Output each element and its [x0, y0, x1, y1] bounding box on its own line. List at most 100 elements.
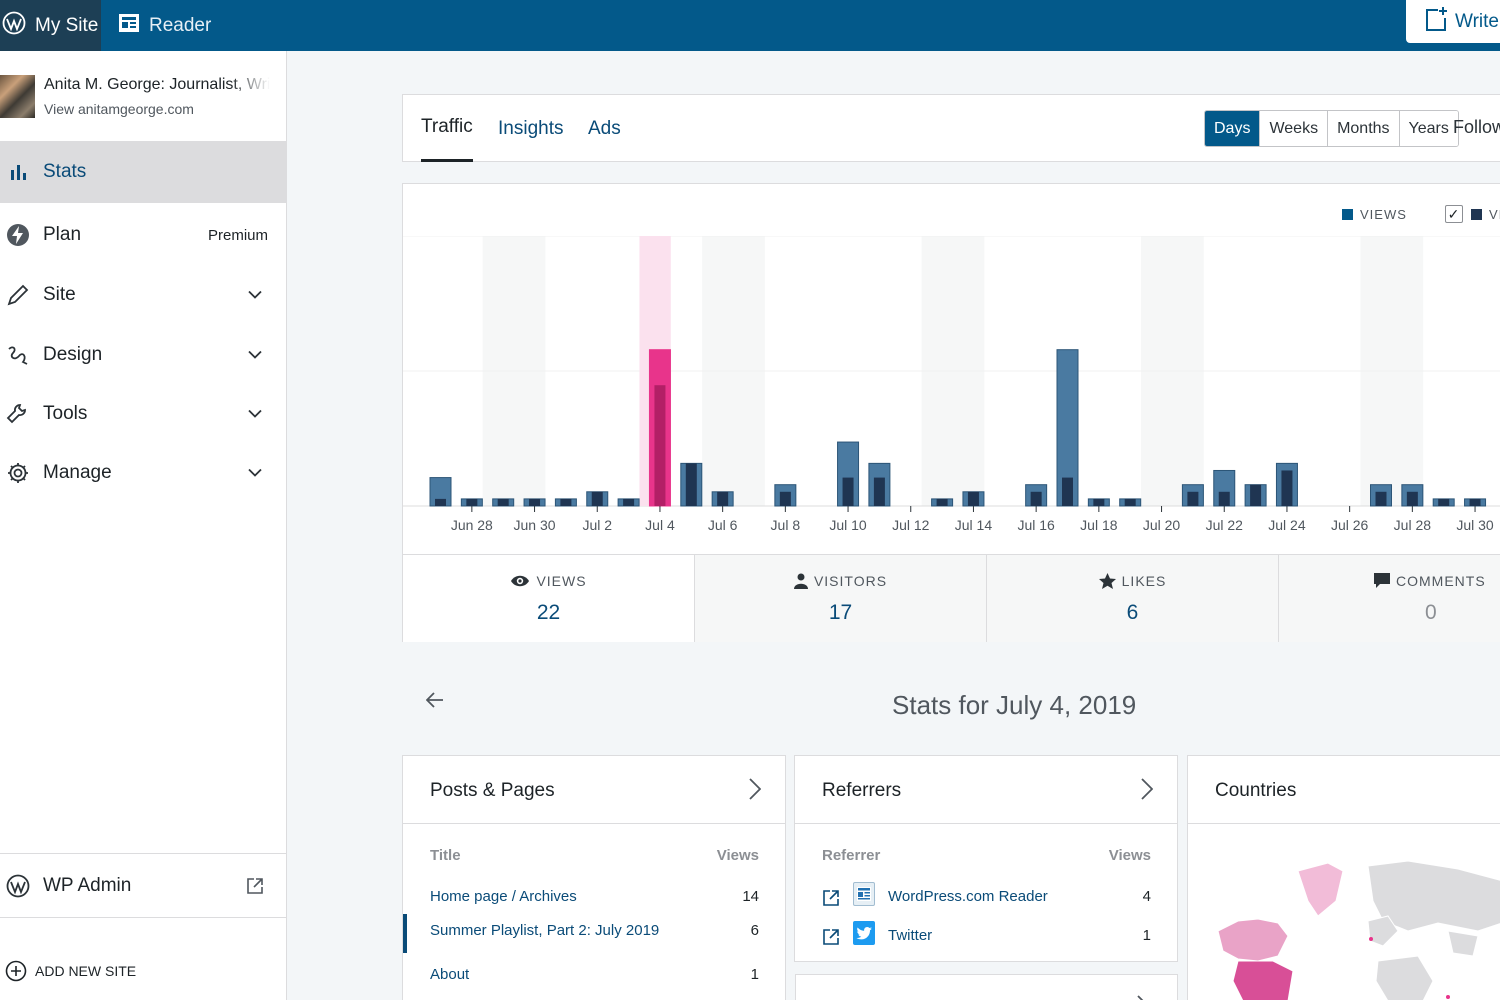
- module-header[interactable]: Posts & Pages: [403, 756, 785, 824]
- referrers-module: Referrers Referrer Views WordPress.com R…: [794, 755, 1178, 962]
- bar-visitors: [1218, 491, 1230, 506]
- list-item[interactable]: Home page / Archives 14: [403, 880, 785, 919]
- sidebar-item-tools[interactable]: Tools: [0, 383, 286, 445]
- list-item[interactable]: Summer Playlist, Part 2: July 2019 6: [403, 914, 785, 953]
- summary-tile-likes[interactable]: LIKES 6: [987, 555, 1279, 642]
- external-link-icon[interactable]: [822, 889, 840, 907]
- bar-visitors: [1469, 498, 1481, 506]
- referrer-link[interactable]: WordPress.com Reader: [888, 888, 1048, 905]
- module-title: Countries: [1215, 780, 1297, 801]
- summary-value: 0: [1425, 601, 1437, 624]
- post-title-link[interactable]: About: [430, 966, 470, 983]
- wordpress-logo-icon: [5, 873, 31, 899]
- tab-insights[interactable]: Insights: [498, 117, 564, 139]
- star-icon: [1098, 573, 1116, 589]
- referrer-link[interactable]: Twitter: [888, 927, 933, 944]
- list-item[interactable]: Twitter 1: [795, 919, 1177, 958]
- x-tick-label: Jul 16: [1017, 517, 1055, 533]
- tab-ads[interactable]: Ads: [588, 117, 621, 139]
- bar-visitors: [1093, 498, 1105, 506]
- x-tick-label: Jul 24: [1268, 517, 1306, 533]
- chevron-right-icon[interactable]: [749, 778, 761, 800]
- sidebar-item-label: Manage: [43, 462, 112, 483]
- my-site-button[interactable]: My Site: [0, 0, 101, 51]
- legend-swatch-views: [1342, 208, 1353, 220]
- plan-badge: Premium: [207, 226, 268, 244]
- add-new-site-button[interactable]: ADD NEW SITE: [0, 951, 286, 991]
- bar-visitors: [497, 498, 509, 506]
- wordpress-logo-icon: [2, 11, 35, 41]
- arrow-left-icon[interactable]: [426, 692, 444, 708]
- sidebar-item-manage[interactable]: Manage: [0, 442, 286, 504]
- visitors-checkbox[interactable]: ✓: [1445, 205, 1463, 223]
- period-months[interactable]: Months: [1328, 111, 1400, 146]
- stats-icon: [5, 159, 31, 185]
- stats-navigation: Traffic Insights Ads Days Weeks Months Y…: [402, 94, 1500, 162]
- sidebar-item-design[interactable]: Design: [0, 324, 286, 386]
- summary-tile-views[interactable]: VIEWS 22: [403, 555, 695, 642]
- legend-visitors[interactable]: ✓ VI: [1445, 202, 1500, 226]
- follow-button[interactable]: Follow: [1453, 117, 1500, 137]
- sidebar-item-label: Tools: [43, 403, 88, 424]
- current-site-card[interactable]: Anita M. George: Journalist, Writer View…: [0, 73, 286, 123]
- module-header[interactable]: Countries: [1188, 756, 1500, 824]
- sidebar-item-site[interactable]: Site: [0, 264, 286, 326]
- plus-circle-icon: [5, 960, 27, 982]
- map-asia: [1447, 930, 1479, 957]
- summary-label: LIKES: [987, 573, 1278, 589]
- masterbar: My Site Reader Write: [0, 0, 1500, 51]
- reader-icon: [118, 13, 149, 39]
- person-icon: [793, 573, 808, 589]
- pencil-icon: [5, 282, 31, 308]
- bar-visitors: [1124, 498, 1136, 506]
- summary-label: VISITORS: [695, 573, 986, 589]
- site-icon: [0, 75, 35, 118]
- posts-pages-module: Posts & Pages Title Views Home page / Ar…: [402, 755, 786, 1000]
- site-url-link[interactable]: View anitamgeorge.com: [44, 101, 194, 117]
- module-title: Posts & Pages: [430, 780, 555, 801]
- list-item[interactable]: WordPress.com Reader 4: [795, 880, 1177, 919]
- module-header[interactable]: Referrers: [795, 756, 1177, 824]
- chevron-down-icon[interactable]: [248, 468, 262, 478]
- summary-tile-visitors[interactable]: VISITORS 17: [695, 555, 987, 642]
- chevron-right-icon[interactable]: [1137, 995, 1149, 1000]
- write-button[interactable]: Write: [1406, 0, 1500, 43]
- list-item[interactable]: About 1: [403, 958, 785, 997]
- reader-button[interactable]: Reader: [118, 0, 211, 51]
- world-map[interactable]: [1218, 861, 1500, 1000]
- chevron-down-icon[interactable]: [248, 350, 262, 360]
- summary-value: 17: [828, 601, 853, 624]
- x-tick-label: Jul 30: [1456, 517, 1494, 533]
- sidebar-item-plan[interactable]: Plan Premium: [0, 204, 286, 266]
- period-weeks[interactable]: Weeks: [1260, 111, 1329, 146]
- summary-label-text: COMMENTS: [1396, 573, 1486, 589]
- chevron-down-icon[interactable]: [248, 290, 262, 300]
- x-tick-label: Jul 18: [1080, 517, 1118, 533]
- my-site-label: My Site: [35, 14, 99, 36]
- bar-visitors: [1187, 491, 1199, 506]
- post-title-link[interactable]: Summer Playlist, Part 2: July 2019: [430, 922, 660, 939]
- bar-visitors: [842, 477, 854, 506]
- summary-label: COMMENTS: [1279, 573, 1500, 589]
- summary-value: 22: [536, 601, 561, 624]
- map-marker: [1369, 937, 1373, 941]
- bar-visitors: [435, 498, 446, 506]
- views-chart[interactable]: Jun 28 Jun 30 Jul 2 Jul 4 Jul 6 Jul 8 Jul 10 Ju…: [403, 236, 1500, 536]
- tab-traffic[interactable]: Traffic: [421, 95, 473, 162]
- sidebar-item-stats[interactable]: Stats: [0, 141, 286, 203]
- external-link-icon[interactable]: [822, 928, 840, 946]
- summary-tile-comments[interactable]: COMMENTS 0: [1279, 555, 1500, 642]
- wp-admin-link[interactable]: WP Admin: [0, 853, 286, 918]
- post-title-link[interactable]: Home page / Archives: [430, 888, 577, 905]
- x-tick-label: Jul 26: [1331, 517, 1369, 533]
- comment-icon: [1374, 573, 1390, 588]
- chevron-right-icon[interactable]: [1141, 778, 1153, 800]
- period-years[interactable]: Years: [1399, 111, 1458, 146]
- bar-visitors: [1250, 484, 1262, 506]
- bar-visitors: [1281, 470, 1293, 506]
- chevron-down-icon[interactable]: [248, 409, 262, 419]
- bar-visitors: [466, 498, 478, 506]
- sidebar: Anita M. George: Journalist, Writer View…: [0, 51, 287, 1000]
- period-days[interactable]: Days: [1205, 111, 1261, 146]
